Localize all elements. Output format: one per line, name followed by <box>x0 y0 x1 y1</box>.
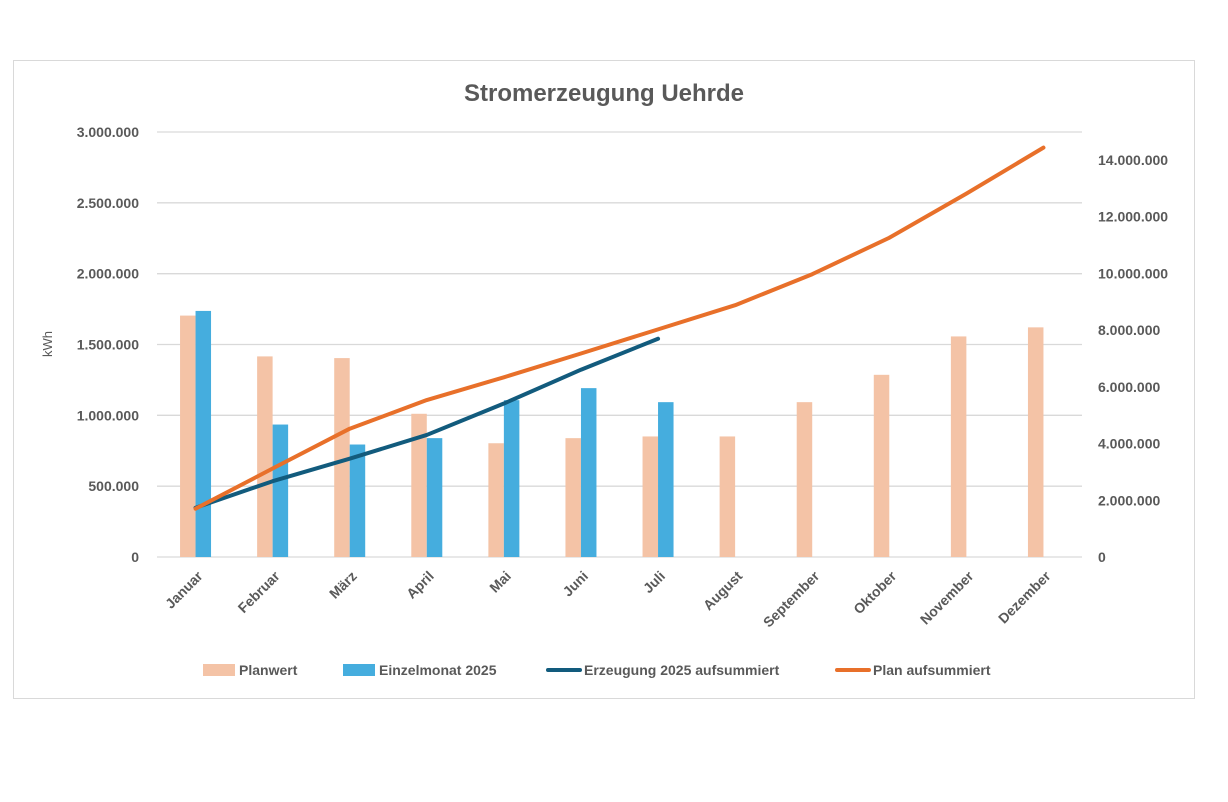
bar-planwert <box>257 356 273 557</box>
y2-tick-label: 6.000.000 <box>1098 379 1160 395</box>
y2-tick-label: 10.000.000 <box>1098 265 1168 281</box>
y-tick-label: 500.000 <box>88 478 139 494</box>
y-tick-label: 1.500.000 <box>77 337 139 353</box>
y-tick-label: 0 <box>131 549 139 565</box>
bar-einzelmonat-2025 <box>195 310 212 557</box>
legend-label: Einzelmonat 2025 <box>379 662 497 678</box>
y-axis-label: kWh <box>40 331 55 357</box>
bar-planwert <box>950 336 967 557</box>
bar-einzelmonat-2025 <box>580 388 597 557</box>
chart-title: Stromerzeugung Uehrde <box>464 80 744 107</box>
y2-tick-label: 14.000.000 <box>1098 152 1168 168</box>
bar-einzelmonat-2025 <box>272 424 289 557</box>
line-erzeugung-2025-aufsummiert <box>193 336 661 510</box>
legend-label: Erzeugung 2025 aufsummiert <box>584 662 780 678</box>
bar-planwert <box>719 436 736 557</box>
legend-label: Planwert <box>239 662 298 678</box>
bar-planwert <box>488 443 504 557</box>
bar-einzelmonat-2025 <box>349 444 366 557</box>
y2-tick-label: 12.000.000 <box>1098 209 1168 225</box>
y2-tick-label: 8.000.000 <box>1098 322 1160 338</box>
bar-planwert <box>565 438 581 557</box>
bar-planwert <box>180 315 196 557</box>
y2-tick-label: 0 <box>1098 549 1106 565</box>
bar-planwert <box>642 436 659 557</box>
bar-planwert <box>334 358 350 557</box>
legend-label: Plan aufsummiert <box>873 662 991 678</box>
y2-tick-label: 4.000.000 <box>1098 436 1160 452</box>
y-tick-label: 3.000.000 <box>77 124 139 140</box>
y-tick-label: 2.000.000 <box>77 266 139 282</box>
bar-einzelmonat-2025 <box>426 438 443 557</box>
bar-planwert <box>873 374 890 557</box>
legend-swatch <box>203 664 235 676</box>
bar-planwert <box>411 413 427 557</box>
legend-swatch <box>343 664 375 676</box>
line-plan-aufsummiert <box>193 145 1046 511</box>
bar-einzelmonat-2025 <box>658 402 674 557</box>
bar-einzelmonat-2025 <box>503 400 520 557</box>
bar-planwert <box>1027 327 1044 557</box>
y-tick-label: 1.000.000 <box>77 407 139 423</box>
bar-planwert <box>796 402 813 557</box>
y-tick-label: 2.500.000 <box>77 195 139 211</box>
y2-tick-label: 2.000.000 <box>1098 492 1160 508</box>
